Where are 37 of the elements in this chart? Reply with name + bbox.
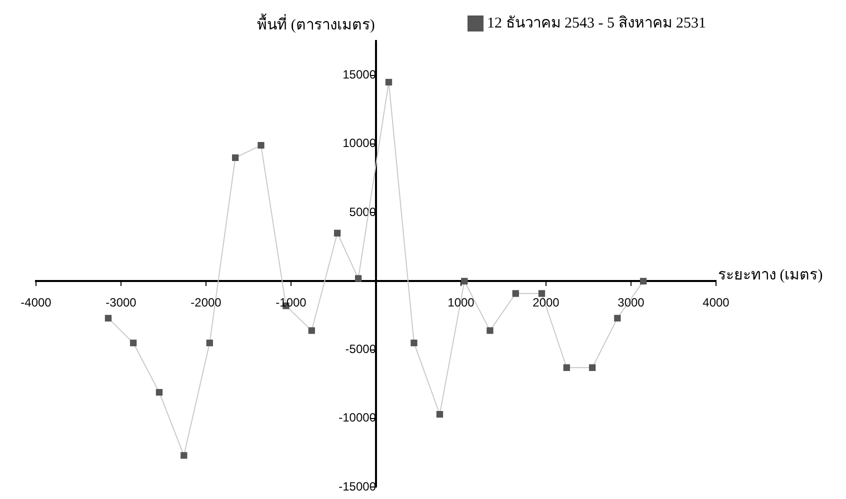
y-tick-label: 10000 bbox=[342, 136, 376, 150]
y-tick-label: -15000 bbox=[338, 479, 376, 494]
point bbox=[436, 410, 444, 418]
point bbox=[354, 275, 362, 282]
point bbox=[180, 452, 188, 459]
point bbox=[130, 340, 137, 346]
point bbox=[486, 327, 494, 334]
point bbox=[258, 142, 264, 149]
point bbox=[538, 290, 546, 297]
point bbox=[563, 364, 570, 371]
x-tick-label: -2000 bbox=[190, 296, 222, 310]
point bbox=[385, 78, 392, 86]
point bbox=[410, 340, 418, 346]
point bbox=[588, 364, 596, 371]
y-tick-label: -10000 bbox=[338, 410, 376, 425]
y-axis-title: พื้นที่ (ตารางเมตร) bbox=[257, 13, 375, 34]
point bbox=[156, 388, 163, 396]
point bbox=[512, 290, 519, 297]
x-tick-label: 4000 bbox=[702, 296, 730, 310]
x-tick-label: 1000 bbox=[448, 296, 475, 310]
x-tick-label: -1000 bbox=[276, 296, 307, 310]
point bbox=[614, 314, 621, 322]
point bbox=[104, 314, 112, 322]
x-tick-label: 3000 bbox=[618, 296, 645, 310]
x-tick-label: -4000 bbox=[20, 296, 52, 310]
x-axis-title: ระยะทาง (เมตร) bbox=[718, 268, 823, 284]
y-tick-label: 15000 bbox=[342, 68, 376, 82]
legend-label: 12 ธันวาคม 2543 - 5 สิงหาคม 2531 bbox=[487, 14, 706, 32]
point bbox=[461, 278, 468, 284]
point bbox=[206, 340, 213, 346]
point bbox=[334, 230, 341, 236]
point bbox=[232, 154, 239, 161]
y-tick-label: -5000 bbox=[345, 342, 376, 356]
x-tick-label: -3000 bbox=[106, 296, 137, 310]
x-tick-label: 2000 bbox=[532, 296, 560, 310]
point bbox=[308, 327, 315, 334]
point bbox=[640, 278, 647, 284]
